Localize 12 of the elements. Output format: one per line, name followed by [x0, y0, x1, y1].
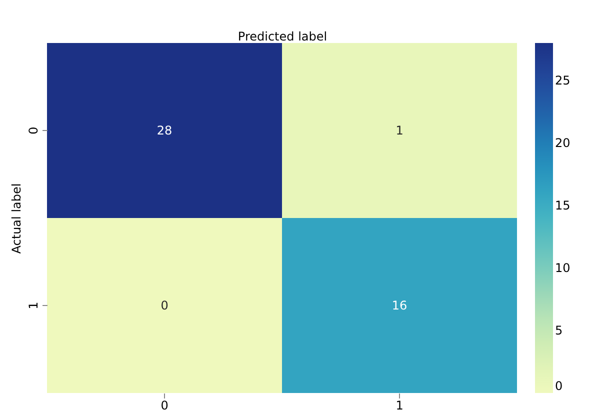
color-bar-label: 0 — [555, 379, 563, 393]
color-bar-label: 15 — [555, 198, 570, 212]
color-bar-label: 25 — [555, 74, 570, 88]
y-axis-title: Actual label — [10, 183, 24, 254]
color-bar-label: 20 — [555, 136, 570, 150]
color-bar-label: 5 — [555, 324, 563, 338]
color-bar-label: 10 — [555, 261, 570, 275]
data-label: 28 — [156, 124, 172, 138]
data-label: 16 — [392, 298, 408, 312]
data-label: 1 — [396, 124, 404, 138]
x-axis-title: Predicted label — [238, 30, 328, 44]
data-label: 0 — [160, 298, 168, 312]
